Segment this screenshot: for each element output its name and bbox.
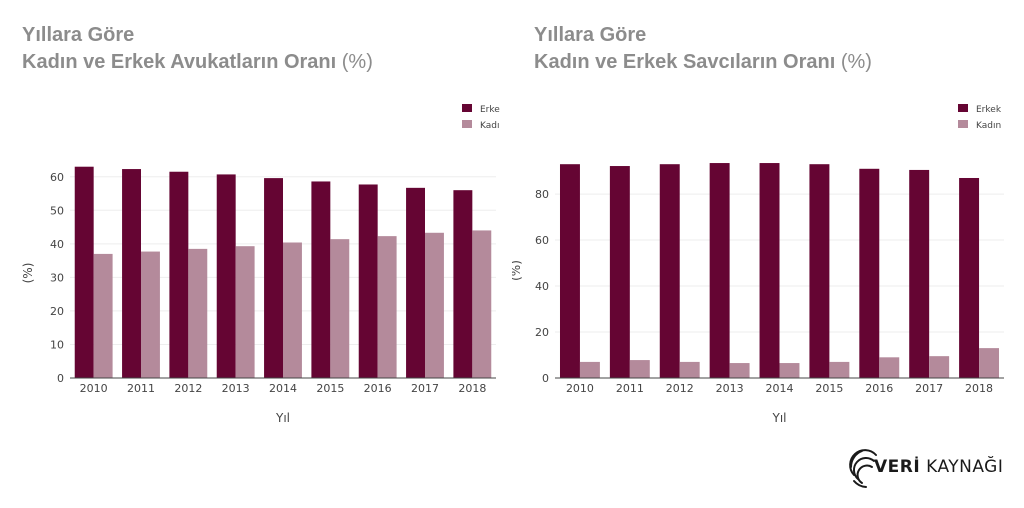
- bar-kadın-2012: [679, 361, 700, 378]
- bar-kadın-2013: [235, 246, 255, 378]
- legend-label-kadın: Kadın: [976, 121, 1001, 131]
- bar-erkek-2016: [358, 184, 378, 378]
- x-tick-label: 2012: [666, 382, 694, 395]
- bar-erkek-2018: [453, 190, 473, 378]
- y-tick-label: 80: [535, 188, 549, 201]
- lawyers-chart-panel: Yıllara Göre Kadın ve Erkek Avukatların …: [0, 0, 500, 508]
- chart-title-line2: Kadın ve Erkek Savcıların Oranı: [534, 51, 836, 73]
- bar-kadın-2018: [979, 348, 1000, 378]
- x-tick-label: 2015: [815, 382, 843, 395]
- bar-kadın-2015: [829, 361, 850, 378]
- x-tick-label: 2014: [766, 382, 794, 395]
- x-tick-label: 2018: [965, 382, 993, 395]
- bar-erkek-2013: [709, 163, 730, 378]
- y-tick-label: 40: [535, 280, 549, 293]
- y-tick-label: 50: [50, 204, 64, 217]
- bar-kadın-2017: [929, 356, 950, 378]
- prosecutors-chart-panel: Yıllara Göre Kadın ve Erkek Savcıların O…: [512, 0, 1012, 508]
- legend-swatch-erkek: [958, 104, 968, 112]
- y-axis-label: (%): [21, 263, 35, 284]
- x-tick-label: 2010: [566, 382, 594, 395]
- bar-kadın-2011: [141, 251, 160, 378]
- bar-kadın-2018: [472, 230, 492, 378]
- x-tick-label: 2016: [364, 382, 392, 395]
- bar-erkek-2012: [169, 171, 189, 378]
- x-tick-label: 2011: [616, 382, 644, 395]
- bar-kadın-2015: [330, 239, 350, 378]
- veri-kaynagi-logo: VERİ KAYNAĞI: [846, 444, 1016, 490]
- y-tick-label: 20: [50, 305, 64, 318]
- legend-swatch-kadın: [958, 120, 968, 128]
- y-tick-label: 40: [50, 238, 64, 251]
- bar-erkek-2017: [909, 169, 930, 378]
- bar-erkek-2015: [311, 181, 331, 378]
- fingerprint-icon: [849, 449, 877, 488]
- bar-erkek-2013: [216, 174, 236, 378]
- bar-kadın-2016: [879, 357, 900, 378]
- x-tick-label: 2013: [716, 382, 744, 395]
- x-tick-label: 2013: [222, 382, 250, 395]
- x-tick-label: 2011: [127, 382, 155, 395]
- bar-kadın-2014: [283, 242, 302, 378]
- legend-swatch-kadın: [462, 120, 472, 128]
- chart-title-unit: (%): [840, 51, 872, 73]
- y-tick-label: 30: [50, 271, 64, 284]
- chart-title-unit: (%): [341, 51, 373, 73]
- chart-title: Yıllara Göre Kadın ve Erkek Savcıların O…: [534, 22, 872, 76]
- legend-label-kadın: Kadın: [480, 121, 500, 131]
- bar-kadın-2010: [93, 253, 113, 378]
- bar-erkek-2018: [959, 177, 980, 378]
- bar-kadın-2010: [579, 361, 600, 378]
- legend-label-erkek: Erkek: [480, 105, 500, 115]
- bar-erkek-2015: [809, 164, 830, 378]
- bar-erkek-2012: [659, 164, 680, 378]
- y-tick-label: 20: [535, 326, 549, 339]
- bar-erkek-2016: [859, 168, 880, 378]
- bar-kadın-2011: [629, 360, 650, 378]
- chart-title-line2: Kadın ve Erkek Avukatların Oranı: [22, 51, 337, 73]
- y-tick-label: 60: [535, 234, 549, 247]
- bar-erkek-2014: [264, 178, 283, 378]
- bar-erkek-2010: [559, 164, 580, 378]
- logo-text: VERİ KAYNAĞI: [874, 457, 1003, 477]
- y-tick-label: 0: [542, 372, 549, 385]
- legend-label-erkek: Erkek: [976, 105, 1002, 115]
- bar-kadın-2017: [425, 232, 444, 378]
- y-tick-label: 60: [50, 171, 64, 184]
- y-tick-label: 0: [57, 372, 64, 385]
- x-axis-label: Yıl: [275, 411, 290, 425]
- x-tick-label: 2015: [316, 382, 344, 395]
- bar-erkek-2011: [609, 166, 630, 378]
- x-axis-label: Yıl: [772, 411, 787, 425]
- x-tick-label: 2014: [269, 382, 297, 395]
- x-tick-label: 2017: [915, 382, 943, 395]
- chart-title-line1: Yıllara Göre: [534, 24, 647, 46]
- logo-text-part2: KAYNAĞI: [926, 457, 1004, 477]
- bar-erkek-2011: [122, 169, 141, 378]
- bar-erkek-2017: [406, 187, 425, 378]
- x-tick-label: 2016: [865, 382, 893, 395]
- bar-kadın-2014: [779, 363, 800, 378]
- prosecutors-bar-chart: 0 20 40 60 80 2010 2011 2012 2013 2014 2015 2016 201…: [512, 104, 1004, 425]
- y-tick-label: 10: [50, 338, 64, 351]
- bar-erkek-2010: [74, 166, 94, 378]
- chart-title: Yıllara Göre Kadın ve Erkek Avukatların …: [22, 22, 373, 76]
- y-axis-label: (%): [512, 260, 523, 281]
- lawyers-bar-chart: 0 10 20 30 40 50 60 2010 2011 2012 2013 2014 2015 201…: [21, 104, 500, 425]
- logo-text-part1: VERİ: [874, 457, 921, 477]
- x-tick-label: 2012: [174, 382, 202, 395]
- bar-kadın-2012: [188, 248, 208, 378]
- x-tick-label: 2010: [80, 382, 108, 395]
- chart-title-line1: Yıllara Göre: [22, 24, 135, 46]
- legend-swatch-erkek: [462, 104, 472, 112]
- x-tick-label: 2018: [458, 382, 486, 395]
- x-tick-label: 2017: [411, 382, 439, 395]
- bar-kadın-2016: [377, 236, 397, 378]
- bar-kadın-2013: [729, 363, 750, 378]
- bar-erkek-2014: [759, 163, 780, 378]
